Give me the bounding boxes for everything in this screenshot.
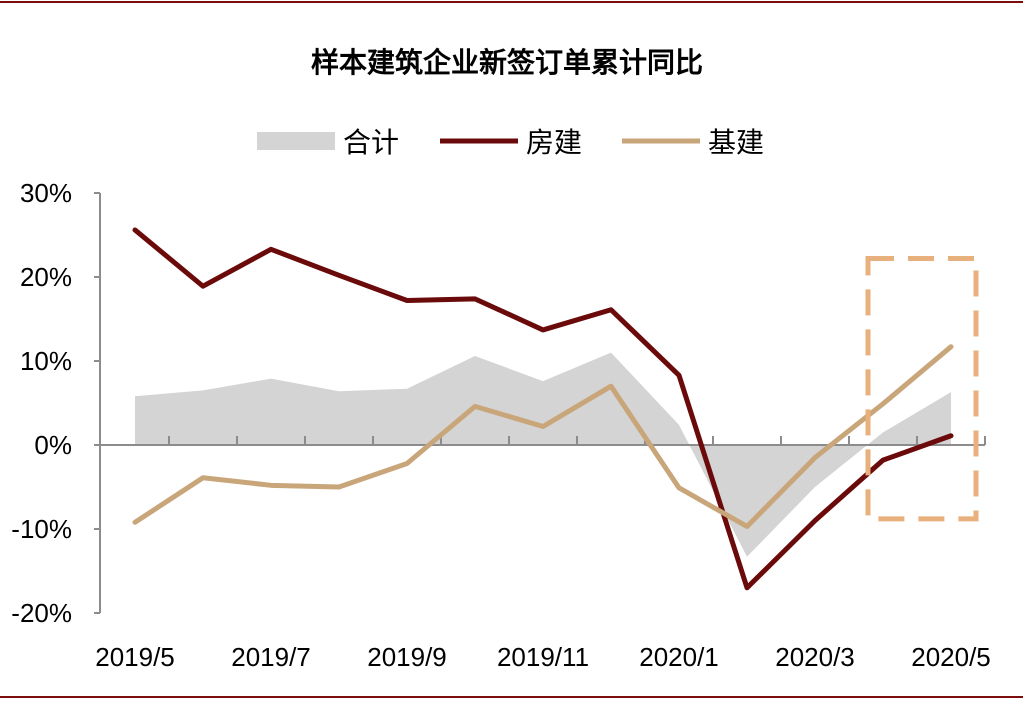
x-tick-label: 2019/9 (367, 642, 447, 672)
y-tick-label: 0% (34, 430, 72, 460)
x-tick-label: 2019/5 (95, 642, 175, 672)
y-tick-label: 30% (20, 178, 72, 208)
series-line-infra (132, 344, 954, 529)
y-tick-label: 10% (20, 346, 72, 376)
y-tick-label: -10% (11, 514, 72, 544)
x-tick-label: 2020/3 (775, 642, 855, 672)
legend: 合计 房建 基建 (257, 126, 764, 159)
x-tick-label: 2019/7 (231, 642, 311, 672)
x-tick-label: 2019/11 (497, 642, 589, 672)
legend-label-total: 合计 (343, 126, 399, 159)
chart-title: 样本建筑企业新签订单累计同比 (311, 46, 703, 79)
series-line-housing (132, 227, 954, 591)
legend-label-housing: 房建 (526, 126, 582, 159)
series-area-total (135, 352, 951, 557)
y-tick-label: -20% (11, 598, 72, 628)
x-tick-label: 2020/5 (911, 642, 991, 672)
legend-label-infra: 基建 (708, 126, 764, 159)
plot-area: 30% 20% 10% 0% -10% -20% 2019/5 2019/7 2019/9 201… (11, 178, 990, 672)
y-tick-label: 20% (20, 262, 72, 292)
legend-swatch-total (257, 132, 335, 150)
x-tick-label: 2020/1 (639, 642, 719, 672)
highlight-box (865, 256, 979, 522)
